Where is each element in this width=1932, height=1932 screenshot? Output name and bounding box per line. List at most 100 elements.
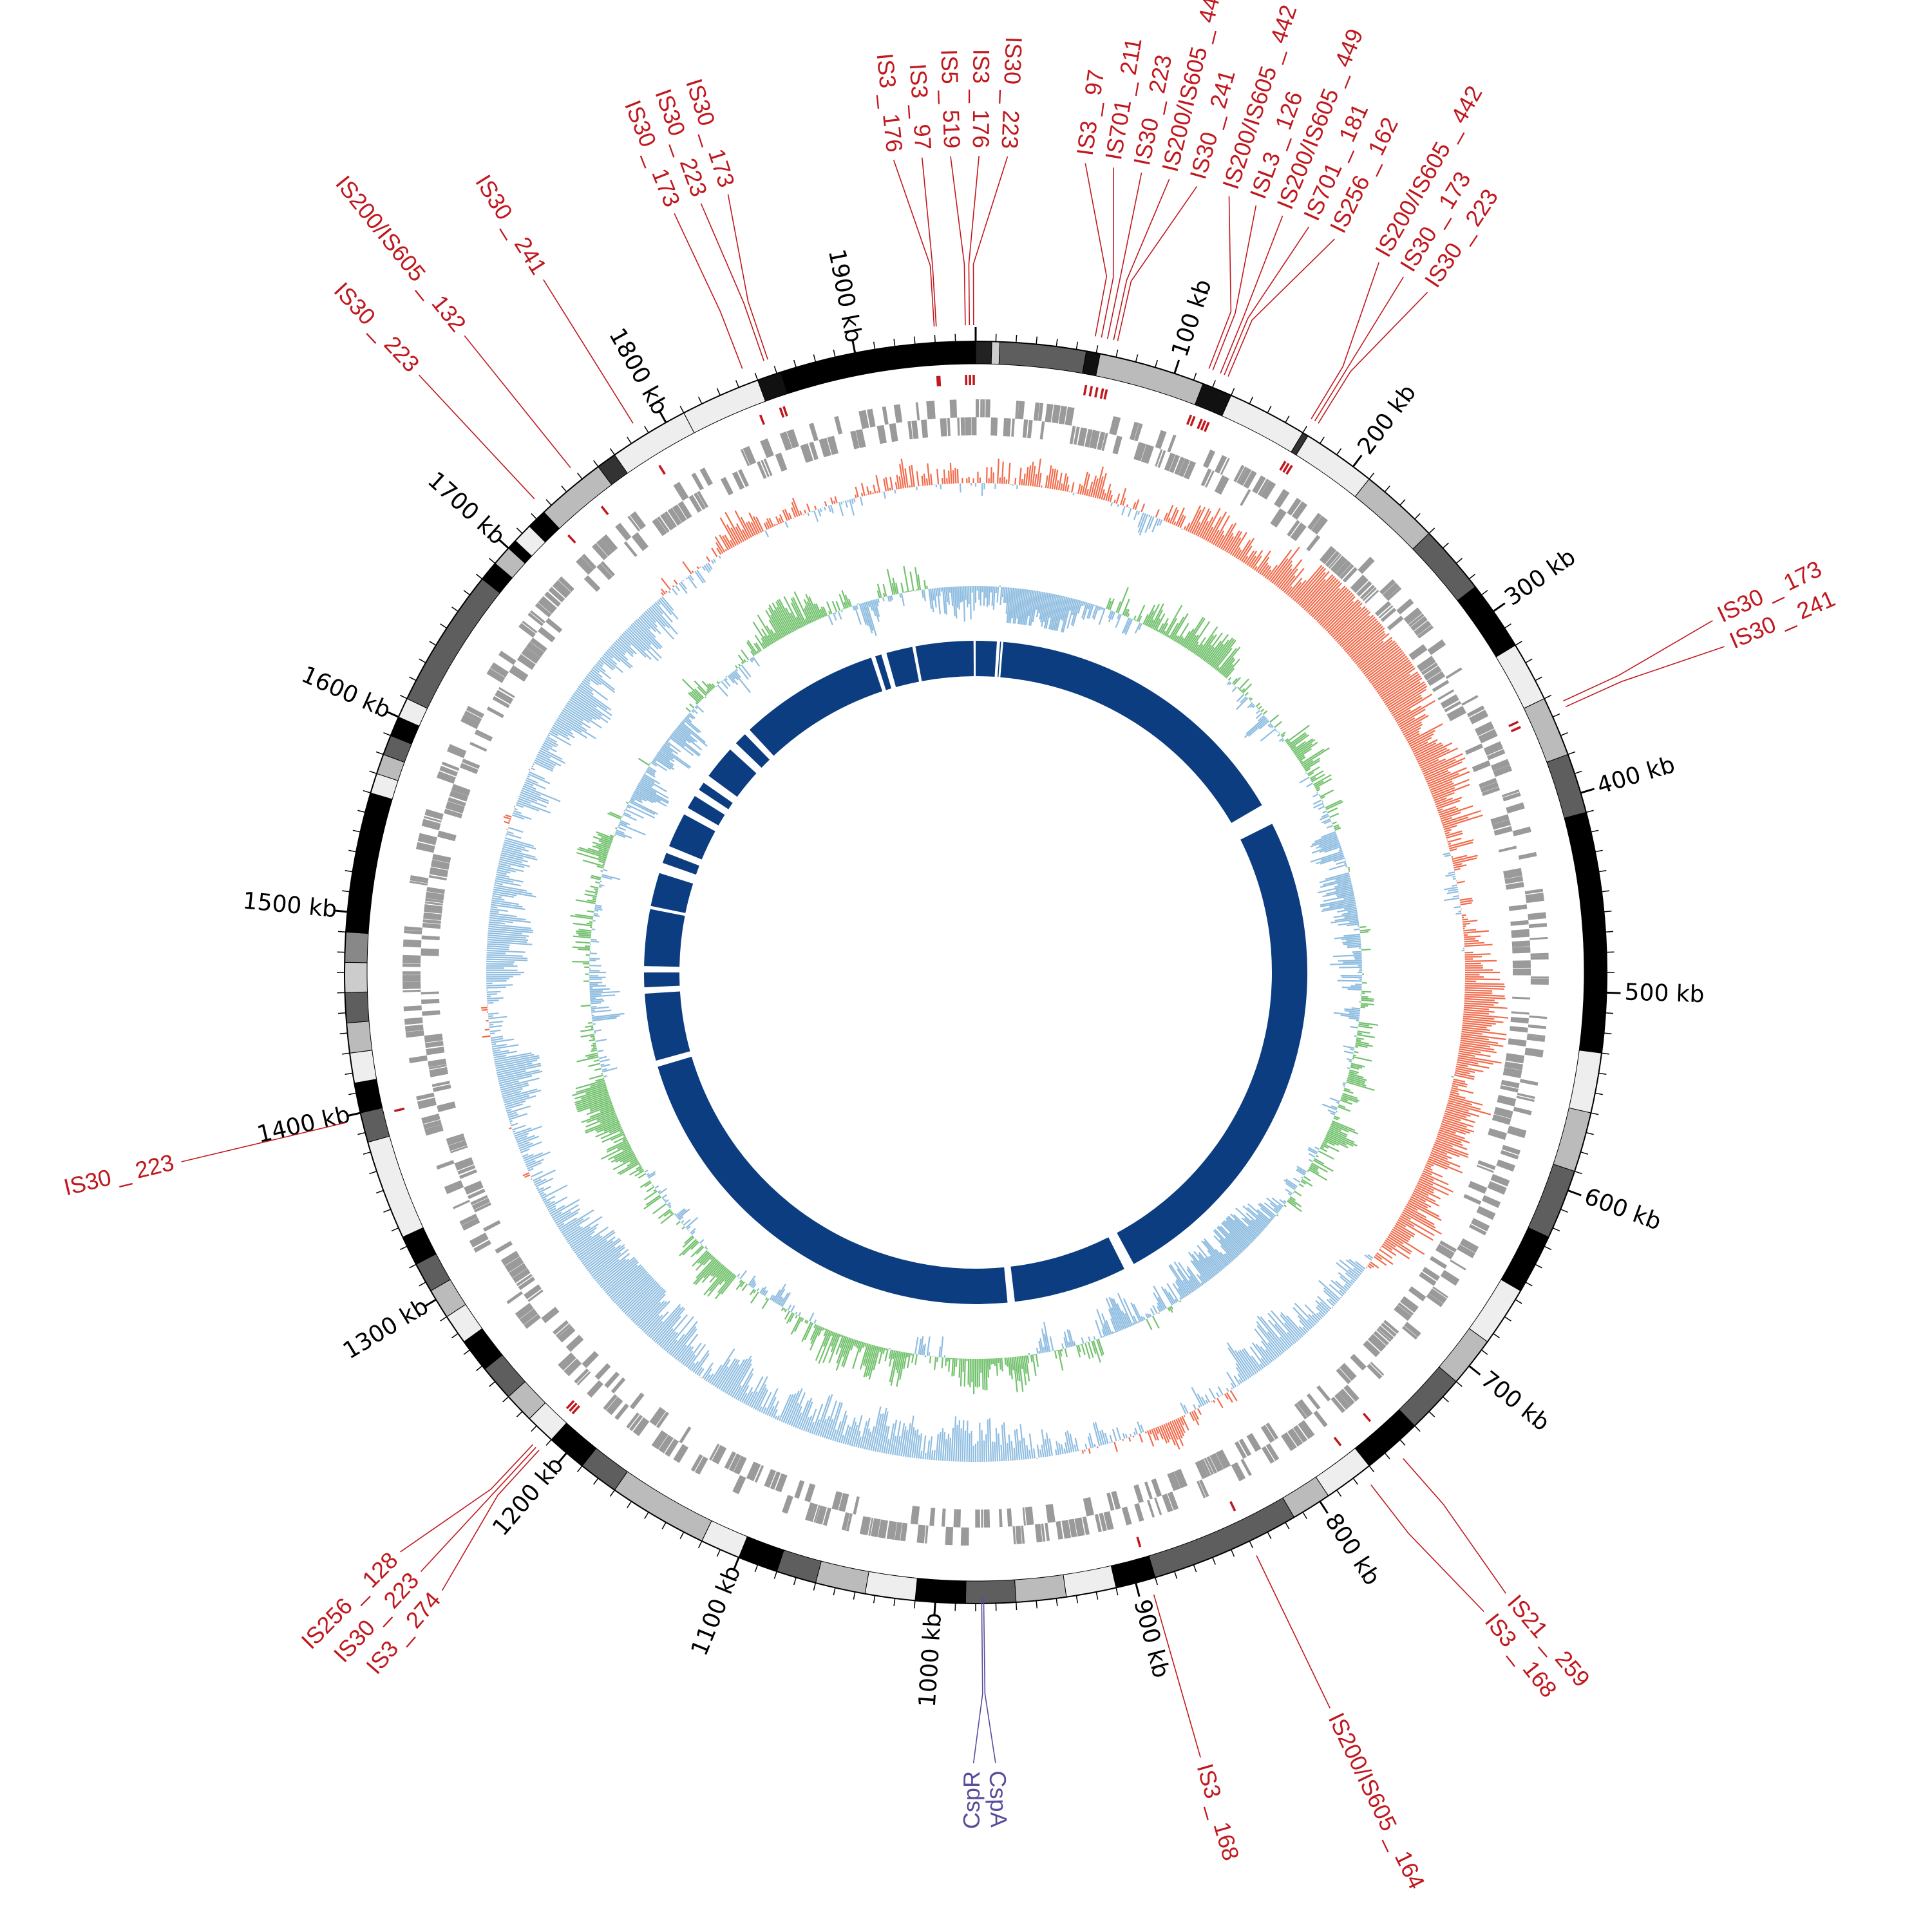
cds-block	[1082, 1516, 1090, 1535]
cds-block	[470, 1195, 488, 1206]
scale-tick-minor	[337, 931, 346, 933]
is-element-marker	[393, 1107, 405, 1112]
inner-ring-segment	[749, 658, 883, 756]
is-element-leader	[1227, 238, 1335, 377]
is-element-marker	[1285, 464, 1293, 475]
scale-tick-major	[851, 339, 857, 354]
cds-block	[1469, 710, 1489, 724]
is-element-marker	[965, 375, 968, 386]
cds-block	[1206, 1456, 1217, 1474]
cds-block	[1200, 1459, 1211, 1477]
cds-block	[582, 1350, 599, 1368]
cds-block	[1039, 421, 1045, 440]
cds-block	[632, 1417, 650, 1436]
scale-tick-minor	[1016, 334, 1018, 343]
contig-segment	[990, 341, 1001, 365]
cds-block	[1511, 1011, 1530, 1015]
cds-block	[474, 732, 492, 742]
cds-block	[1476, 1164, 1494, 1173]
scale-tick-minor	[1552, 1227, 1560, 1232]
contig-segment	[864, 1571, 918, 1602]
cds-block	[724, 1451, 737, 1470]
scale-ring: 100 kb 200 kb 300 kb 400 kb 500 kb 600 kb 700 …	[242, 247, 1705, 1708]
scale-tick-minor	[627, 1501, 632, 1508]
cds-block	[1306, 535, 1321, 552]
cds-block	[1157, 450, 1166, 468]
cds-block	[1468, 1224, 1487, 1236]
cds-block	[1363, 1340, 1381, 1358]
cds-block	[1471, 1218, 1490, 1232]
is-element-marker	[1094, 387, 1099, 398]
cds-block	[947, 417, 951, 437]
scale-tick-minor	[475, 1365, 483, 1372]
inner-ring-segment	[662, 853, 699, 875]
cds-block	[1525, 893, 1544, 904]
scale-tick-minor	[357, 1132, 366, 1135]
is-element-marker	[1333, 1437, 1342, 1446]
gc-content-track	[570, 565, 1379, 1395]
scale-tick-minor	[1481, 1349, 1488, 1355]
cds-block	[1243, 470, 1257, 489]
scale-tick-minor	[813, 1582, 817, 1591]
cds-block	[464, 1180, 484, 1195]
cds-block	[446, 1133, 464, 1142]
cds-block	[1492, 1114, 1511, 1125]
cds-block	[1209, 1453, 1224, 1472]
cds-block	[1419, 1271, 1437, 1286]
cds-block	[600, 534, 618, 553]
cds-block	[426, 887, 445, 895]
cds-block	[1527, 1034, 1546, 1038]
cds-block	[985, 399, 990, 418]
cds-block	[475, 729, 493, 740]
cds-block	[1252, 475, 1266, 494]
scale-tick-minor	[516, 527, 523, 534]
cds-block	[495, 690, 514, 705]
cds-block	[524, 1284, 542, 1300]
cds-block	[1336, 1368, 1352, 1385]
scale-tick-minor	[1414, 513, 1421, 520]
cds-block	[1440, 694, 1459, 709]
cds-block	[410, 878, 428, 884]
cds-block	[404, 1024, 424, 1032]
cds-block	[1529, 1015, 1548, 1019]
cds-block	[1231, 1462, 1246, 1482]
scale-tick-minor	[1056, 1598, 1058, 1606]
cds-block	[813, 1504, 820, 1523]
cds-block	[627, 515, 641, 532]
cds-block	[432, 853, 451, 864]
is-element-leader	[543, 279, 634, 424]
cds-block	[446, 1135, 466, 1146]
cds-block	[1520, 1079, 1539, 1086]
cds-block	[1365, 589, 1379, 604]
cds-block	[1265, 1443, 1280, 1461]
cds-block	[1174, 1468, 1188, 1488]
cds-block	[926, 401, 936, 420]
scale-label: 1600 kb	[298, 661, 395, 724]
cds-block	[606, 1396, 623, 1416]
cds-block	[421, 948, 439, 956]
cds-block	[651, 1430, 668, 1450]
cds-block	[916, 1524, 926, 1544]
cds-block	[1234, 1441, 1247, 1459]
cds-block	[1378, 605, 1394, 619]
scale-tick-minor	[363, 1151, 371, 1155]
is-element-marker	[1088, 386, 1094, 397]
scale-tick-minor	[502, 1396, 509, 1403]
cds-block	[834, 416, 843, 435]
contig-segment	[1095, 353, 1204, 406]
is-element-marker	[1103, 389, 1108, 400]
contig-segment	[614, 1471, 712, 1542]
is-element-marker	[1136, 1537, 1142, 1548]
cds-block	[804, 1483, 816, 1502]
cds-block	[1220, 458, 1230, 475]
cds-track	[402, 399, 1549, 1546]
is-element-leader	[922, 157, 937, 327]
cds-block	[553, 1320, 569, 1335]
cds-block	[1437, 689, 1455, 701]
scale-tick-minor	[516, 1411, 523, 1417]
scale-tick-minor	[1384, 1452, 1390, 1459]
cds-block	[611, 1377, 626, 1394]
is-element-marker	[969, 375, 971, 386]
cds-block	[1497, 1095, 1517, 1106]
cds-block	[1099, 1513, 1107, 1531]
